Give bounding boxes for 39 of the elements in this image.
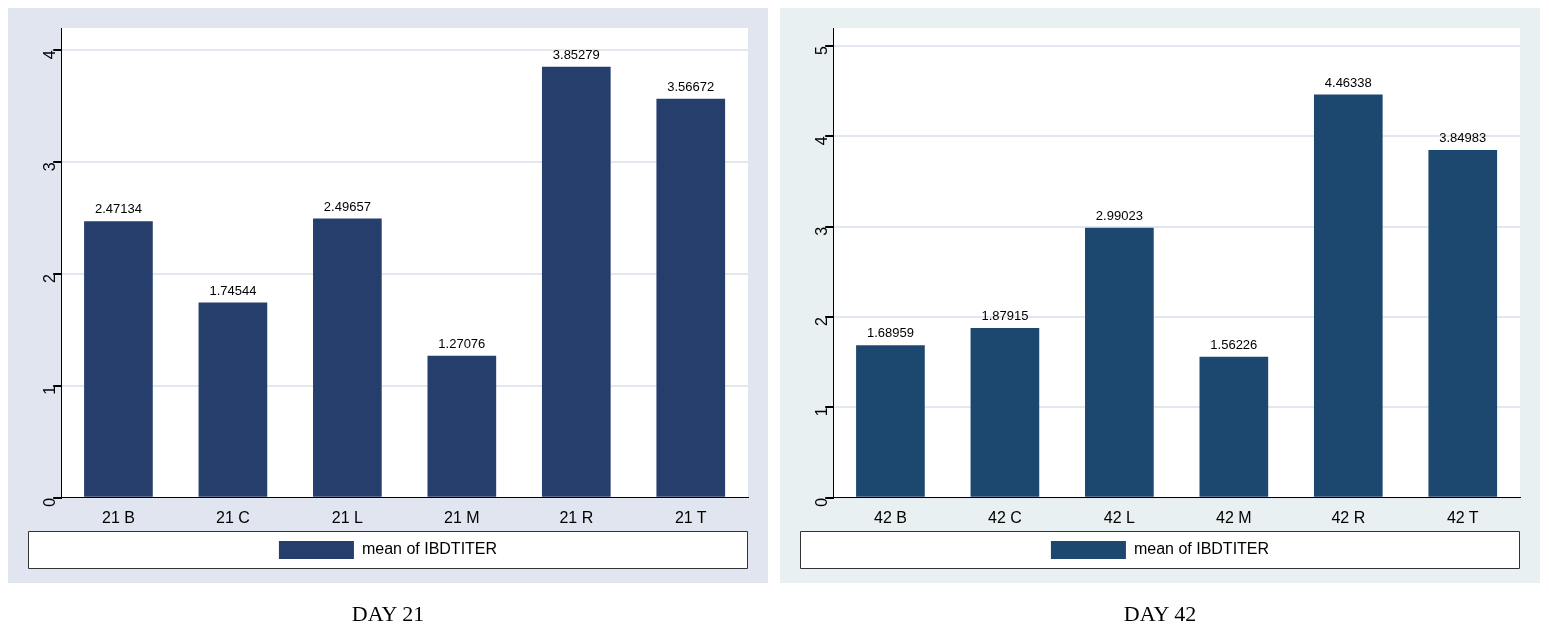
x-tick-label: 21 B bbox=[101, 508, 135, 526]
x-tick-label: 21 L bbox=[331, 508, 364, 526]
y-tick-label: 0 bbox=[40, 497, 58, 507]
legend-label: mean of IBDTITER bbox=[1133, 540, 1270, 558]
x-tick-label: 21 M bbox=[444, 508, 480, 526]
y-tick-label: 2 bbox=[812, 317, 830, 327]
y-tick-label: 4 bbox=[812, 136, 830, 146]
x-tick-label: 21 C bbox=[216, 508, 250, 526]
data-label: 1.27076 bbox=[438, 335, 486, 351]
text: DAY 21 bbox=[350, 601, 426, 627]
data-label: 3.84983 bbox=[1439, 130, 1487, 146]
y-tick-label: 5 bbox=[812, 45, 830, 55]
data-label: 1.68959 bbox=[866, 325, 914, 341]
y-tick-label: 3 bbox=[812, 226, 830, 236]
y-tick-label: 1 bbox=[40, 385, 58, 395]
y-tick-label: 3 bbox=[40, 162, 58, 172]
data-label: 2.99023 bbox=[1095, 207, 1143, 223]
x-tick-label: 42 C bbox=[988, 508, 1022, 526]
data-label: 3.85279 bbox=[552, 46, 600, 62]
x-tick-label: 42 L bbox=[1103, 508, 1136, 526]
x-tick-label: 21 R bbox=[559, 508, 594, 526]
data-label: 4.46338 bbox=[1324, 74, 1372, 90]
data-label: 1.56226 bbox=[1210, 336, 1258, 352]
text: DAY 42 bbox=[1122, 601, 1198, 627]
y-tick-label: 0 bbox=[812, 497, 830, 507]
y-tick-label: 1 bbox=[812, 407, 830, 417]
x-tick-label: 21 T bbox=[674, 508, 707, 526]
legend-label: mean of IBDTITER bbox=[361, 540, 498, 558]
data-label: 1.87915 bbox=[981, 308, 1029, 324]
data-label: 2.49657 bbox=[323, 198, 371, 214]
data-label: 3.56672 bbox=[667, 78, 715, 94]
x-tick-label: 42 M bbox=[1216, 508, 1252, 526]
data-label: 1.74544 bbox=[209, 282, 257, 298]
data-label: 2.47134 bbox=[94, 201, 142, 217]
y-tick-label: 2 bbox=[40, 273, 58, 283]
x-tick-label: 42 R bbox=[1331, 508, 1366, 526]
x-tick-label: 42 T bbox=[1446, 508, 1479, 526]
y-tick-label: 4 bbox=[40, 50, 58, 60]
x-tick-label: 42 B bbox=[873, 508, 907, 526]
